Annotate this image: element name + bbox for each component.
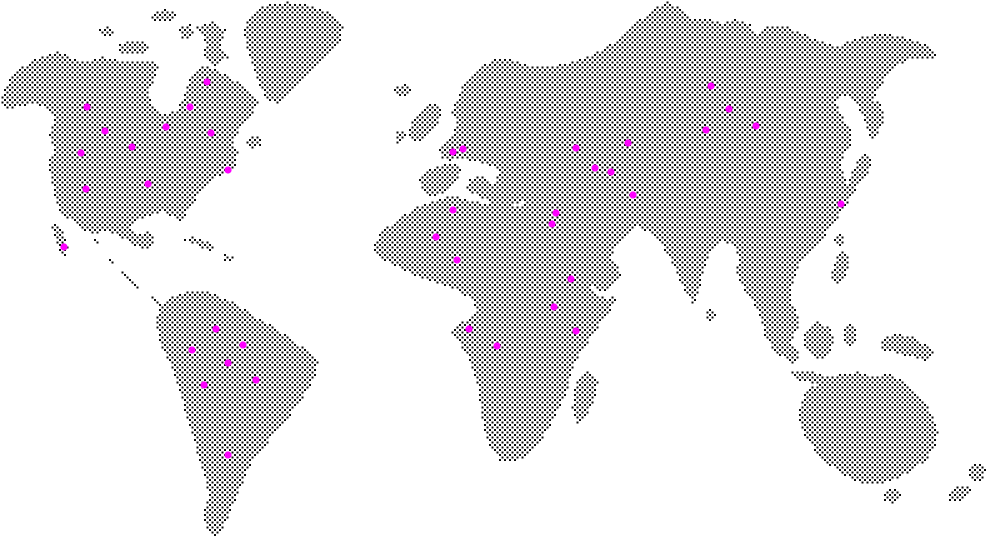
location-marker[interactable] — [572, 327, 580, 335]
location-marker[interactable] — [144, 180, 152, 188]
location-marker[interactable] — [449, 206, 457, 214]
location-marker[interactable] — [550, 303, 558, 311]
location-marker[interactable] — [567, 275, 575, 283]
location-marker[interactable] — [837, 200, 845, 208]
location-marker[interactable] — [82, 185, 90, 193]
location-marker[interactable] — [493, 342, 501, 350]
location-marker[interactable] — [465, 325, 473, 333]
map-dots-layer — [1, 1, 987, 537]
location-marker[interactable] — [432, 233, 440, 241]
location-marker[interactable] — [572, 144, 580, 152]
location-marker[interactable] — [83, 103, 91, 111]
location-marker[interactable] — [752, 122, 760, 130]
location-marker[interactable] — [552, 209, 560, 217]
location-marker[interactable] — [224, 166, 232, 174]
location-marker[interactable] — [548, 220, 556, 228]
location-marker[interactable] — [252, 376, 260, 384]
location-marker[interactable] — [77, 149, 85, 157]
location-marker[interactable] — [725, 105, 733, 113]
location-marker[interactable] — [629, 191, 637, 199]
location-marker[interactable] — [186, 103, 194, 111]
location-marker[interactable] — [453, 256, 461, 264]
location-marker[interactable] — [224, 359, 232, 367]
location-marker[interactable] — [591, 164, 599, 172]
location-marker[interactable] — [702, 126, 710, 134]
location-marker[interactable] — [224, 451, 232, 459]
location-marker[interactable] — [128, 143, 136, 151]
location-marker[interactable] — [188, 346, 196, 354]
location-marker[interactable] — [203, 78, 211, 86]
location-marker[interactable] — [624, 139, 632, 147]
location-marker[interactable] — [207, 129, 215, 137]
location-marker[interactable] — [459, 145, 467, 153]
location-marker[interactable] — [200, 381, 208, 389]
location-marker[interactable] — [212, 325, 220, 333]
location-marker[interactable] — [449, 148, 457, 156]
location-marker[interactable] — [60, 243, 68, 251]
map-markers-layer — [60, 78, 845, 459]
location-marker[interactable] — [707, 82, 715, 90]
location-marker[interactable] — [162, 123, 170, 131]
location-marker[interactable] — [239, 341, 247, 349]
location-marker[interactable] — [101, 127, 109, 135]
location-marker[interactable] — [607, 168, 615, 176]
